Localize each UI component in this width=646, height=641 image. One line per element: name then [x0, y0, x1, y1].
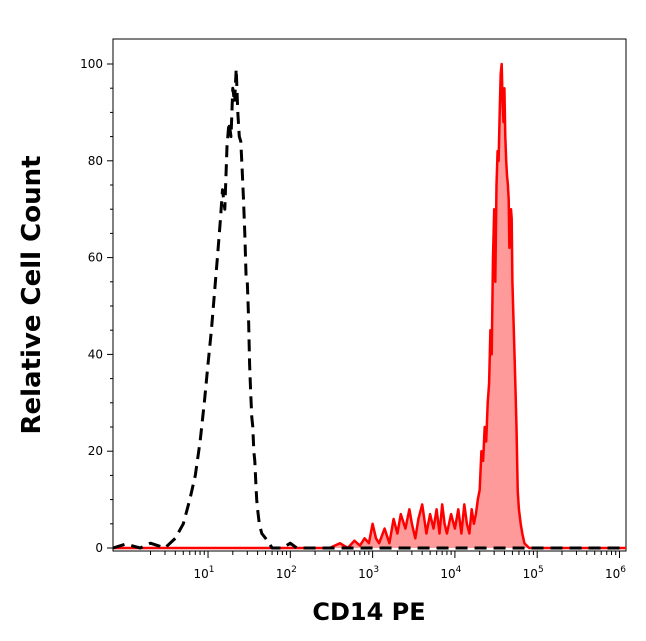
x-tick-label: 101: [194, 565, 215, 581]
series-line-red: [113, 62, 626, 550]
y-tick-label: 0: [95, 541, 103, 555]
y-tick-label: 80: [88, 154, 103, 168]
x-tick-label: 102: [276, 565, 297, 581]
x-axis-title: CD14 PE: [312, 598, 425, 626]
series-layer: [112, 62, 626, 550]
x-tick-label: 106: [605, 565, 626, 581]
y-tick-label: 60: [88, 251, 103, 265]
series-area-fill: [113, 64, 626, 548]
y-tick-label: 100: [80, 57, 103, 71]
plot-frame: [112, 38, 627, 552]
ticks-layer: 0 20 40 60 80 100 101 102 103 104 105 106: [80, 57, 626, 581]
x-tick-label: 103: [358, 565, 379, 581]
y-tick-label: 40: [88, 347, 103, 361]
x-tick-label: 104: [440, 565, 461, 581]
series-line-dashed: [112, 67, 626, 550]
y-axis-title: Relative Cell Count: [17, 155, 47, 434]
x-tick-label: 105: [523, 565, 544, 581]
y-tick-label: 20: [88, 444, 103, 458]
